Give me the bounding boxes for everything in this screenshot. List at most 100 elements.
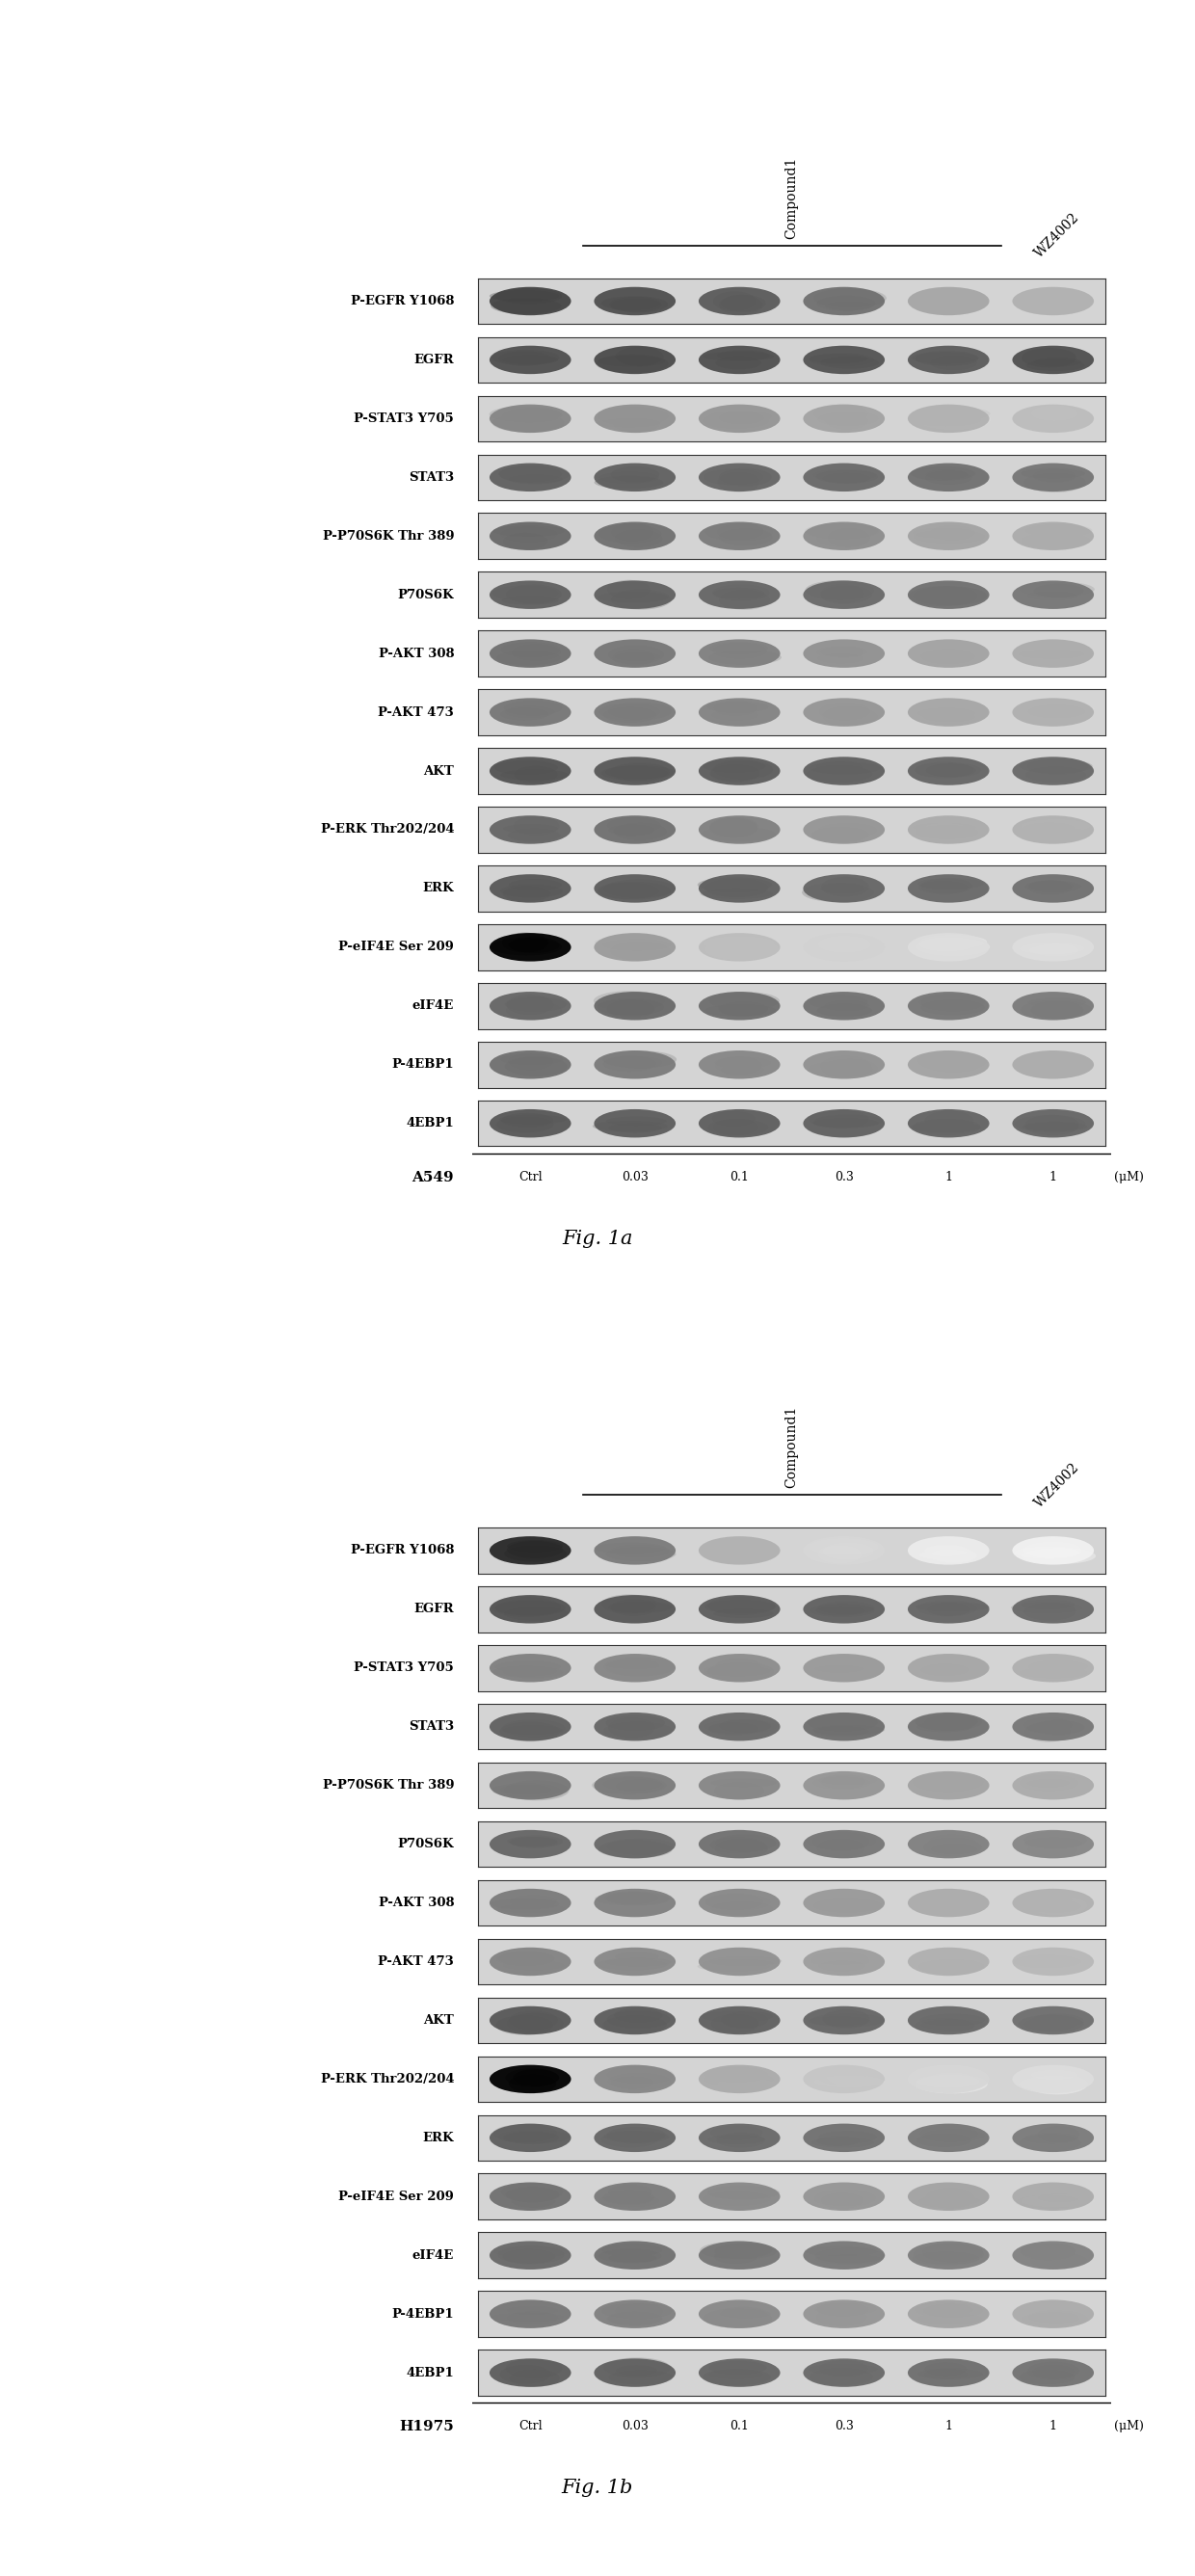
Ellipse shape — [1027, 1780, 1089, 1788]
Ellipse shape — [508, 829, 560, 842]
Ellipse shape — [502, 1960, 565, 1971]
Ellipse shape — [921, 994, 985, 1012]
Ellipse shape — [803, 698, 884, 726]
Ellipse shape — [1013, 827, 1085, 837]
Ellipse shape — [1015, 1115, 1085, 1133]
Ellipse shape — [809, 353, 875, 366]
Ellipse shape — [709, 1723, 759, 1736]
Ellipse shape — [699, 2360, 780, 2388]
Text: 0.03: 0.03 — [621, 2421, 648, 2432]
Ellipse shape — [931, 296, 973, 314]
Ellipse shape — [1012, 933, 1093, 961]
Ellipse shape — [919, 935, 987, 948]
Ellipse shape — [1028, 1901, 1081, 1914]
Ellipse shape — [718, 294, 762, 314]
Ellipse shape — [923, 2241, 983, 2262]
Ellipse shape — [815, 2254, 883, 2264]
Ellipse shape — [923, 2303, 982, 2318]
Ellipse shape — [719, 590, 770, 611]
Ellipse shape — [598, 999, 664, 1015]
Ellipse shape — [803, 2066, 884, 2094]
Ellipse shape — [1012, 817, 1093, 845]
Ellipse shape — [607, 2311, 662, 2326]
Ellipse shape — [817, 412, 878, 425]
Ellipse shape — [813, 1118, 878, 1128]
Ellipse shape — [803, 1953, 878, 1965]
Text: P-STAT3 Y705: P-STAT3 Y705 — [354, 1662, 454, 1674]
Text: P-eIF4E Ser 209: P-eIF4E Ser 209 — [338, 2190, 454, 2202]
Ellipse shape — [1029, 945, 1072, 956]
Ellipse shape — [599, 1839, 673, 1857]
Ellipse shape — [913, 587, 987, 605]
Ellipse shape — [1029, 881, 1072, 894]
Ellipse shape — [821, 1059, 878, 1079]
Ellipse shape — [599, 2195, 660, 2208]
Ellipse shape — [608, 644, 664, 665]
Ellipse shape — [823, 1543, 874, 1558]
Ellipse shape — [908, 286, 989, 314]
Ellipse shape — [803, 873, 884, 902]
Ellipse shape — [1030, 1896, 1086, 1914]
Ellipse shape — [1024, 1602, 1076, 1620]
Ellipse shape — [1024, 1721, 1071, 1741]
Ellipse shape — [607, 2009, 670, 2030]
Ellipse shape — [497, 1904, 564, 1914]
Ellipse shape — [819, 703, 870, 721]
Ellipse shape — [908, 1595, 989, 1623]
Ellipse shape — [820, 1056, 871, 1077]
Ellipse shape — [1031, 294, 1084, 304]
Ellipse shape — [912, 644, 974, 654]
Ellipse shape — [911, 415, 981, 425]
Ellipse shape — [921, 2195, 980, 2205]
Ellipse shape — [713, 1118, 759, 1136]
Ellipse shape — [490, 2300, 571, 2329]
Ellipse shape — [607, 817, 661, 832]
Ellipse shape — [717, 471, 760, 492]
Ellipse shape — [608, 1123, 662, 1133]
Ellipse shape — [821, 355, 880, 368]
Ellipse shape — [927, 1664, 972, 1674]
Ellipse shape — [709, 992, 779, 1010]
Ellipse shape — [1021, 523, 1076, 538]
Ellipse shape — [507, 2311, 558, 2324]
Ellipse shape — [602, 2303, 672, 2318]
Ellipse shape — [611, 1600, 656, 1615]
Ellipse shape — [803, 464, 884, 492]
Ellipse shape — [602, 1777, 662, 1790]
Ellipse shape — [594, 992, 664, 1010]
Ellipse shape — [919, 994, 983, 1010]
Ellipse shape — [819, 1775, 877, 1785]
Ellipse shape — [490, 404, 571, 433]
Ellipse shape — [813, 1832, 870, 1850]
Ellipse shape — [716, 1659, 761, 1674]
Ellipse shape — [1022, 649, 1077, 665]
Ellipse shape — [911, 466, 975, 482]
Ellipse shape — [704, 1718, 777, 1734]
Ellipse shape — [704, 2071, 774, 2087]
Ellipse shape — [1028, 1659, 1087, 1672]
Ellipse shape — [490, 2007, 571, 2035]
Ellipse shape — [908, 933, 989, 961]
Ellipse shape — [605, 1659, 664, 1669]
Ellipse shape — [722, 2306, 765, 2316]
Ellipse shape — [607, 1891, 668, 1906]
Ellipse shape — [496, 289, 562, 304]
Ellipse shape — [803, 1595, 884, 1623]
Ellipse shape — [492, 350, 559, 366]
Ellipse shape — [1019, 2244, 1076, 2259]
Ellipse shape — [507, 1540, 563, 1553]
Ellipse shape — [809, 1538, 878, 1556]
Ellipse shape — [502, 355, 558, 363]
Ellipse shape — [494, 2125, 557, 2143]
Ellipse shape — [1019, 2133, 1081, 2151]
Ellipse shape — [490, 345, 571, 374]
Ellipse shape — [1012, 2241, 1093, 2269]
Text: 4EBP1: 4EBP1 — [406, 1118, 454, 1131]
Ellipse shape — [594, 1535, 675, 1564]
Ellipse shape — [917, 938, 989, 956]
Ellipse shape — [594, 817, 675, 845]
Ellipse shape — [1025, 1115, 1079, 1136]
Ellipse shape — [609, 762, 670, 783]
Ellipse shape — [925, 1546, 968, 1556]
Ellipse shape — [502, 595, 559, 605]
